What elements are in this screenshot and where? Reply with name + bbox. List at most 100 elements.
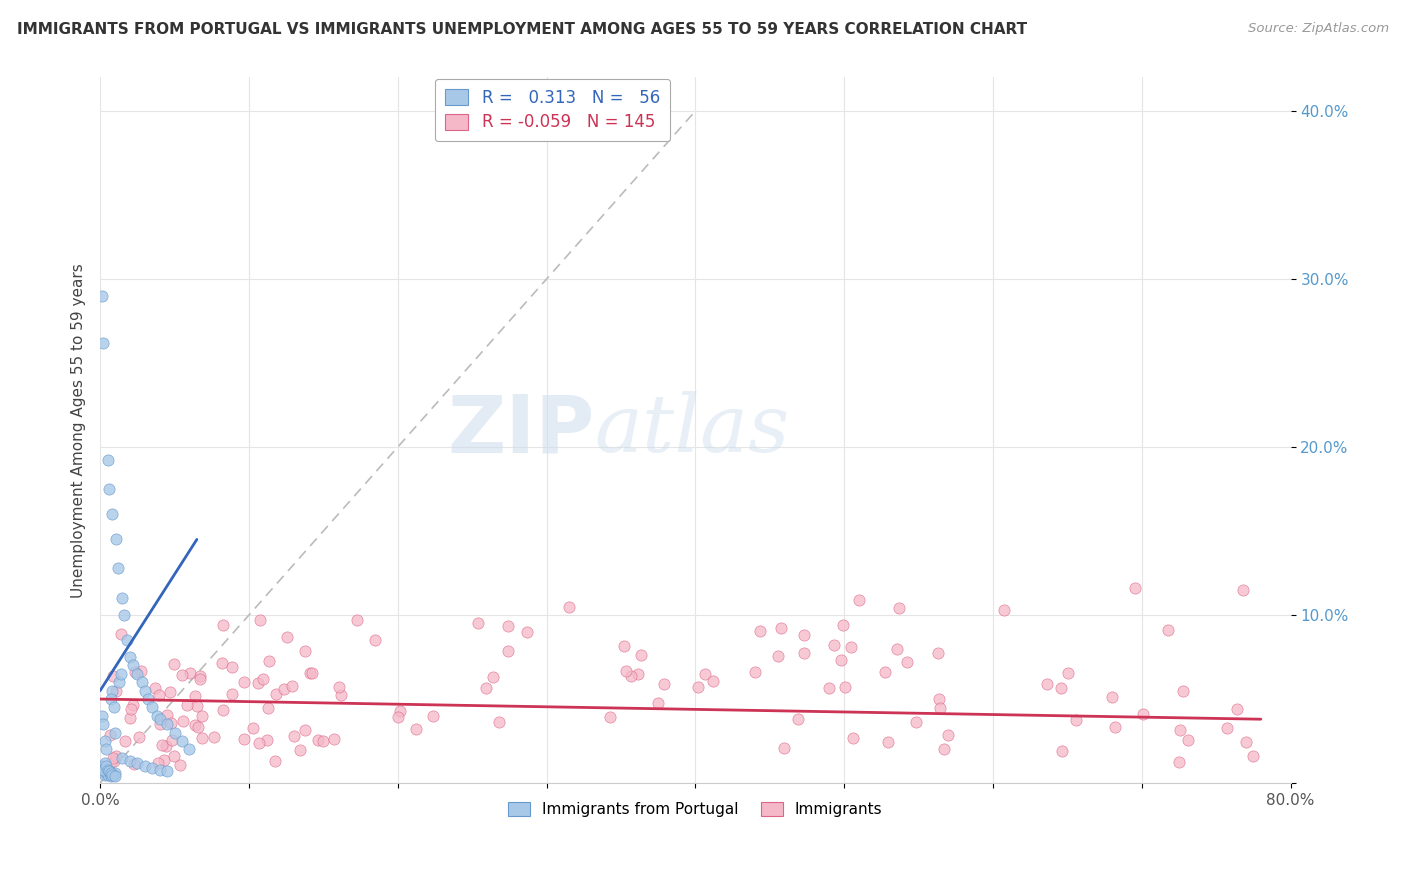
Point: [817, 681, 839, 696]
Point: [93, 756, 115, 770]
Point: [257, 654, 280, 668]
Point: [647, 697, 669, 711]
Point: [211, 703, 233, 717]
Point: [149, 712, 172, 726]
Point: [1104, 719, 1126, 733]
Point: [830, 653, 852, 667]
Point: [307, 733, 329, 747]
Point: [169, 757, 191, 772]
Point: [247, 735, 270, 749]
Point: [98, 728, 121, 742]
Point: [772, 741, 794, 756]
Point: [94, 759, 117, 773]
Point: [104, 766, 127, 780]
Point: [97, 767, 120, 781]
Point: [128, 730, 150, 744]
Point: [1050, 744, 1073, 758]
Point: [889, 600, 911, 615]
Point: [172, 714, 194, 728]
Point: [1050, 681, 1073, 695]
Point: [993, 603, 1015, 617]
Point: [252, 672, 274, 686]
Point: [283, 729, 305, 743]
Point: [141, 700, 163, 714]
Point: [136, 692, 159, 706]
Point: [108, 675, 131, 690]
Point: [97, 453, 120, 467]
Point: [787, 712, 810, 726]
Text: Source: ZipAtlas.com: Source: ZipAtlas.com: [1249, 22, 1389, 36]
Point: [488, 714, 510, 729]
Point: [627, 666, 650, 681]
Point: [129, 664, 152, 678]
Y-axis label: Unemployment Among Ages 55 to 59 years: Unemployment Among Ages 55 to 59 years: [72, 263, 86, 598]
Point: [118, 650, 141, 665]
Point: [90, 709, 112, 723]
Point: [114, 734, 136, 748]
Point: [280, 680, 302, 694]
Point: [301, 666, 323, 681]
Point: [172, 667, 194, 681]
Point: [1056, 665, 1078, 680]
Point: [143, 681, 166, 695]
Point: [124, 665, 146, 679]
Point: [118, 754, 141, 768]
Point: [162, 732, 184, 747]
Point: [179, 742, 201, 756]
Point: [149, 763, 172, 777]
Point: [247, 676, 270, 690]
Point: [475, 681, 498, 696]
Point: [748, 624, 770, 639]
Point: [184, 718, 207, 732]
Point: [1170, 723, 1192, 738]
Point: [832, 618, 855, 632]
Point: [330, 688, 353, 702]
Point: [149, 716, 172, 731]
Point: [191, 731, 214, 745]
Point: [121, 658, 143, 673]
Point: [93, 767, 115, 781]
Point: [312, 734, 335, 748]
Point: [156, 707, 179, 722]
Point: [905, 715, 928, 730]
Point: [153, 753, 176, 767]
Point: [115, 633, 138, 648]
Point: [896, 655, 918, 669]
Point: [387, 710, 409, 724]
Point: [121, 702, 143, 716]
Text: atlas: atlas: [595, 392, 790, 469]
Point: [101, 508, 124, 522]
Point: [613, 640, 636, 654]
Point: [1216, 721, 1239, 735]
Point: [131, 675, 153, 690]
Point: [111, 591, 134, 606]
Point: [146, 756, 169, 771]
Point: [1171, 684, 1194, 698]
Point: [91, 335, 114, 350]
Point: [150, 738, 173, 752]
Point: [188, 669, 211, 683]
Point: [516, 624, 538, 639]
Point: [1064, 713, 1087, 727]
Point: [686, 681, 709, 695]
Text: IMMIGRANTS FROM PORTUGAL VS IMMIGRANTS UNEMPLOYMENT AMONG AGES 55 TO 59 YEARS CO: IMMIGRANTS FROM PORTUGAL VS IMMIGRANTS U…: [17, 22, 1026, 37]
Point: [886, 642, 908, 657]
Point: [1177, 733, 1199, 747]
Point: [148, 689, 170, 703]
Point: [101, 751, 124, 765]
Point: [1125, 581, 1147, 595]
Point: [558, 599, 581, 614]
Point: [768, 648, 790, 663]
Point: [127, 666, 149, 681]
Point: [145, 709, 167, 723]
Point: [179, 666, 201, 681]
Point: [120, 711, 142, 725]
Point: [100, 769, 122, 783]
Point: [405, 722, 427, 736]
Point: [496, 619, 519, 633]
Point: [100, 692, 122, 706]
Point: [1167, 755, 1189, 769]
Point: [422, 709, 444, 723]
Point: [1036, 677, 1059, 691]
Point: [90, 289, 112, 303]
